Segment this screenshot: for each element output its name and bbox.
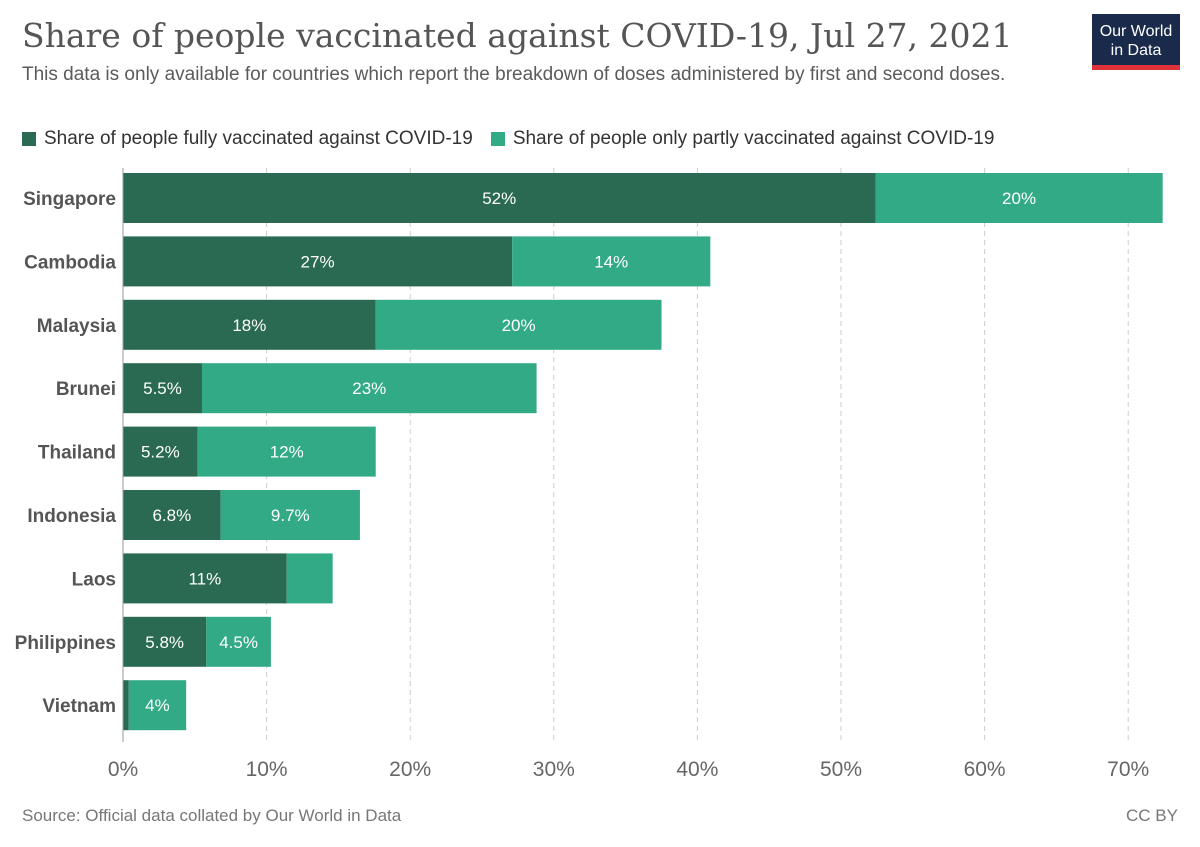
bar-fully-vietnam[interactable] bbox=[123, 680, 129, 731]
category-label-singapore: Singapore bbox=[23, 189, 116, 210]
data-label-partly-brunei: 23% bbox=[352, 379, 386, 398]
owid-logo[interactable]: Our World in Data bbox=[1092, 14, 1180, 70]
data-label-fully-philippines: 5.8% bbox=[145, 633, 184, 652]
category-label-laos: Laos bbox=[72, 569, 116, 590]
bar-fully-cambodia[interactable] bbox=[123, 236, 513, 287]
legend-item-partly[interactable]: Share of people only partly vaccinated a… bbox=[490, 128, 995, 150]
x-tick-label-70: 70% bbox=[1107, 758, 1149, 781]
data-label-partly-philippines: 4.5% bbox=[219, 633, 258, 652]
data-label-partly-vietnam: 4% bbox=[145, 696, 170, 715]
chart-title: Share of people vaccinated against COVID… bbox=[22, 16, 1013, 55]
legend-swatch-partly bbox=[490, 132, 505, 146]
bar-partly-brunei[interactable] bbox=[201, 363, 537, 414]
bar-fully-brunei[interactable] bbox=[123, 363, 202, 414]
bar-partly-cambodia[interactable] bbox=[512, 236, 711, 287]
data-label-partly-indonesia: 9.7% bbox=[271, 506, 310, 525]
bar-partly-thailand[interactable] bbox=[197, 426, 376, 477]
bar-fully-philippines[interactable] bbox=[123, 616, 207, 667]
source-note[interactable]: Source: Official data collated by Our Wo… bbox=[22, 806, 402, 825]
legend: Share of people fully vaccinated against… bbox=[22, 128, 1012, 150]
logo-line-1: Our World bbox=[1099, 23, 1173, 40]
data-label-fully-malaysia: 18% bbox=[232, 316, 266, 335]
bar-fully-indonesia[interactable] bbox=[123, 490, 221, 540]
data-label-partly-malaysia: 20% bbox=[502, 316, 536, 335]
bar-fully-thailand[interactable] bbox=[123, 426, 198, 477]
legend-swatch-fully bbox=[22, 132, 36, 146]
bar-partly-vietnam[interactable] bbox=[128, 680, 187, 731]
logo-line-2: in Data bbox=[1110, 42, 1162, 59]
x-tick-label-20: 20% bbox=[389, 758, 431, 781]
category-label-thailand: Thailand bbox=[38, 443, 116, 464]
bar-fully-singapore[interactable] bbox=[123, 173, 876, 223]
data-label-fully-thailand: 5.2% bbox=[141, 443, 180, 462]
bar-chart: Singapore 52% 20% Cambodia 27% 14% Malaysia 18%… bbox=[15, 168, 1163, 781]
category-label-cambodia: Cambodia bbox=[24, 252, 116, 273]
logo-accent-bar bbox=[1092, 65, 1180, 70]
data-label-fully-singapore: 52% bbox=[482, 189, 516, 208]
data-label-partly-cambodia: 14% bbox=[594, 252, 628, 271]
x-tick-label-40: 40% bbox=[676, 758, 718, 781]
data-label-partly-singapore: 20% bbox=[1002, 189, 1036, 208]
x-tick-label-0: 0% bbox=[108, 758, 138, 781]
data-label-fully-laos: 11% bbox=[188, 569, 221, 588]
x-tick-label-10: 10% bbox=[246, 758, 288, 781]
bar-fully-laos[interactable] bbox=[123, 553, 287, 604]
legend-label-partly: Share of people only partly vaccinated a… bbox=[512, 128, 995, 149]
license-link[interactable]: CC BY bbox=[1126, 806, 1178, 825]
bar-partly-philippines[interactable] bbox=[206, 616, 271, 667]
x-tick-label-50: 50% bbox=[820, 758, 862, 781]
data-label-fully-brunei: 5.5% bbox=[143, 379, 182, 398]
bar-partly-singapore[interactable] bbox=[875, 173, 1163, 223]
data-label-fully-cambodia: 27% bbox=[301, 252, 335, 271]
data-label-fully-indonesia: 6.8% bbox=[152, 506, 191, 525]
legend-item-fully[interactable]: Share of people fully vaccinated against… bbox=[22, 128, 473, 150]
category-label-indonesia: Indonesia bbox=[27, 506, 116, 527]
bar-partly-malaysia[interactable] bbox=[375, 299, 662, 350]
x-tick-label-60: 60% bbox=[964, 758, 1006, 781]
chart-subtitle: This data is only available for countrie… bbox=[22, 64, 1006, 85]
bar-partly-laos[interactable] bbox=[286, 553, 333, 604]
category-label-brunei: Brunei bbox=[56, 379, 116, 400]
x-tick-label-30: 30% bbox=[533, 758, 575, 781]
legend-label-fully: Share of people fully vaccinated against… bbox=[44, 128, 473, 149]
bar-partly-indonesia[interactable] bbox=[220, 490, 360, 540]
category-label-vietnam: Vietnam bbox=[42, 696, 116, 717]
category-label-philippines: Philippines bbox=[15, 633, 116, 654]
bar-fully-malaysia[interactable] bbox=[123, 299, 376, 350]
data-label-partly-thailand: 12% bbox=[270, 443, 304, 462]
category-label-malaysia: Malaysia bbox=[37, 316, 117, 337]
